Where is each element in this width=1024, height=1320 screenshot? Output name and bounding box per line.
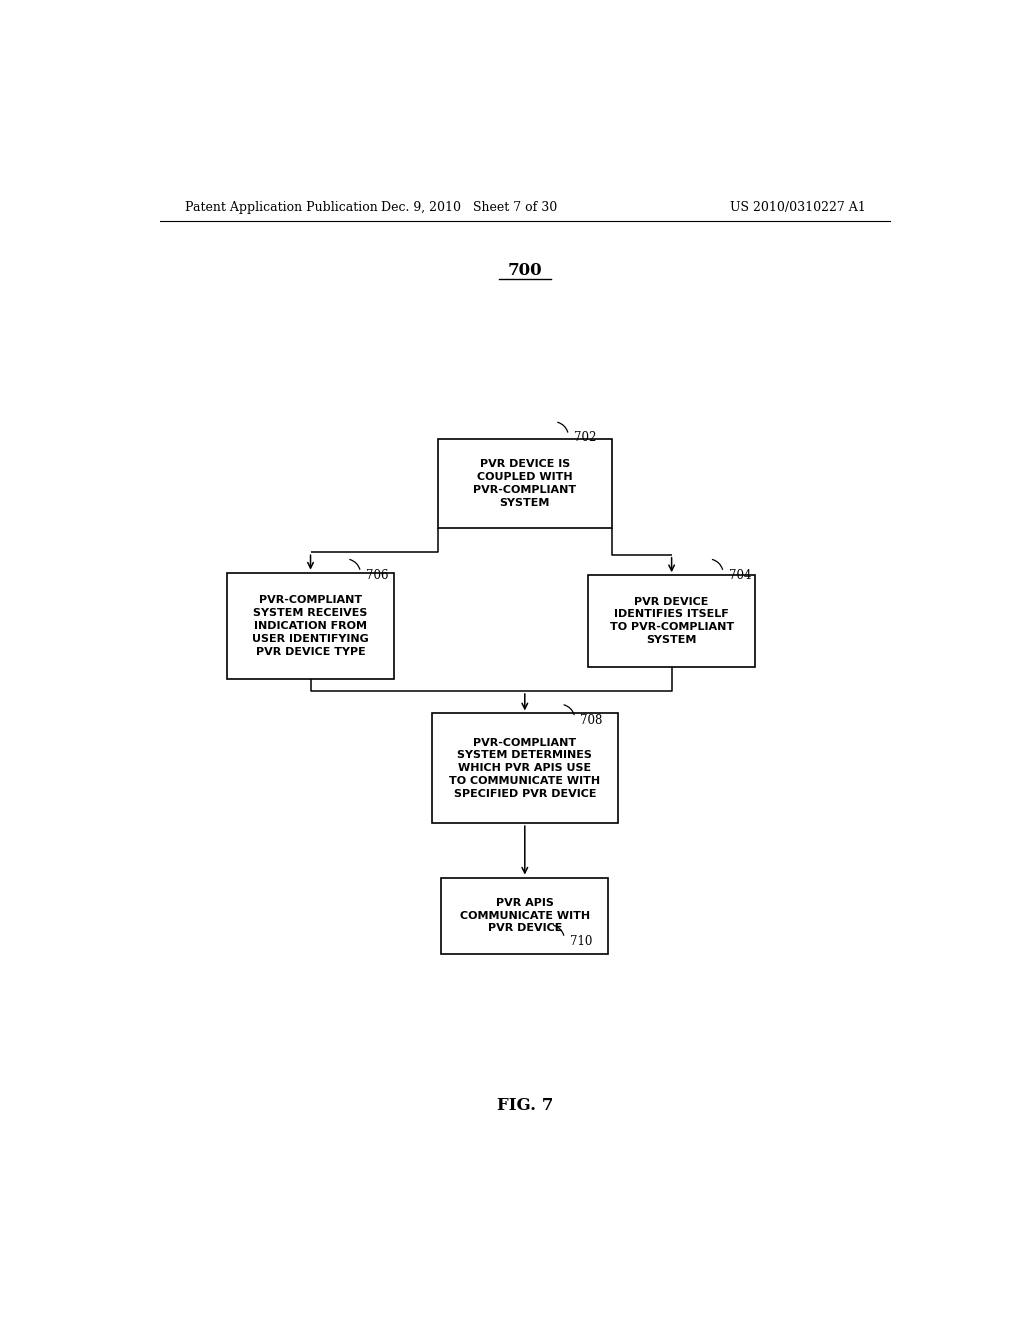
Text: PVR APIS
COMMUNICATE WITH
PVR DEVICE: PVR APIS COMMUNICATE WITH PVR DEVICE bbox=[460, 898, 590, 933]
Text: PVR-COMPLIANT
SYSTEM DETERMINES
WHICH PVR APIS USE
TO COMMUNICATE WITH
SPECIFIED: PVR-COMPLIANT SYSTEM DETERMINES WHICH PV… bbox=[450, 738, 600, 799]
Text: FIG. 7: FIG. 7 bbox=[497, 1097, 553, 1114]
Text: Patent Application Publication: Patent Application Publication bbox=[185, 201, 378, 214]
Text: PVR-COMPLIANT
SYSTEM RECEIVES
INDICATION FROM
USER IDENTIFYING
PVR DEVICE TYPE: PVR-COMPLIANT SYSTEM RECEIVES INDICATION… bbox=[252, 595, 369, 656]
Text: 706: 706 bbox=[367, 569, 388, 582]
Bar bbox=[227, 573, 394, 680]
Text: PVR DEVICE IS
COUPLED WITH
PVR-COMPLIANT
SYSTEM: PVR DEVICE IS COUPLED WITH PVR-COMPLIANT… bbox=[473, 459, 577, 508]
Text: 710: 710 bbox=[570, 935, 593, 948]
Bar bbox=[437, 440, 612, 528]
Text: 700: 700 bbox=[508, 261, 542, 279]
Text: US 2010/0310227 A1: US 2010/0310227 A1 bbox=[730, 201, 866, 214]
Text: 708: 708 bbox=[581, 714, 603, 727]
Text: 702: 702 bbox=[574, 432, 596, 445]
Text: 704: 704 bbox=[729, 569, 752, 582]
Text: PVR DEVICE
IDENTIFIES ITSELF
TO PVR-COMPLIANT
SYSTEM: PVR DEVICE IDENTIFIES ITSELF TO PVR-COMP… bbox=[609, 597, 733, 645]
Text: Dec. 9, 2010   Sheet 7 of 30: Dec. 9, 2010 Sheet 7 of 30 bbox=[381, 201, 557, 214]
Bar bbox=[431, 713, 618, 824]
Bar bbox=[441, 878, 608, 954]
Bar bbox=[588, 576, 755, 667]
